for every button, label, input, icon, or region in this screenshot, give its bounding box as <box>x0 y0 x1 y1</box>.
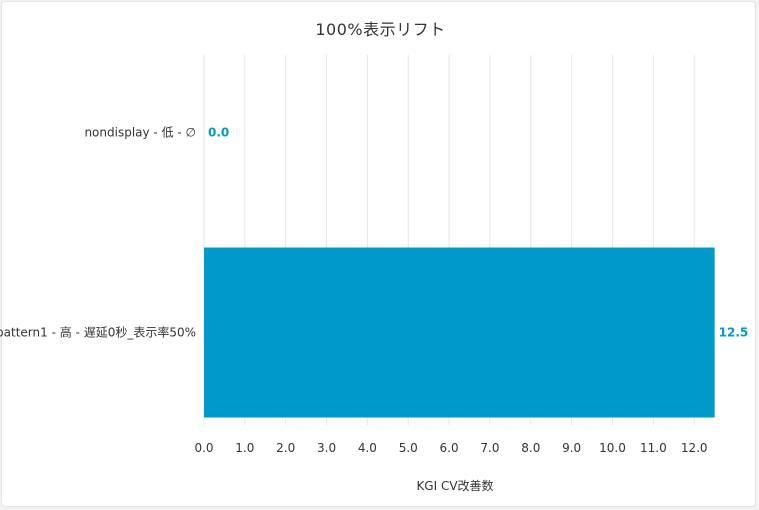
x-tick-label: 5.0 <box>399 441 418 455</box>
y-category-label: nondisplay - 低 - ∅ <box>84 126 196 140</box>
bars <box>204 247 715 418</box>
chart-title: 100%表示リフト <box>315 20 446 39</box>
x-tick-label: 1.0 <box>235 441 254 455</box>
y-category-label: pattern1 - 高 - 遅延0秒_表示率50% <box>0 325 196 340</box>
x-axis-title: KGI CV改善数 <box>416 478 493 493</box>
x-tick-label: 7.0 <box>480 441 499 455</box>
x-tick-label: 2.0 <box>276 441 295 455</box>
bar <box>204 247 715 418</box>
x-tick-label: 4.0 <box>358 441 377 455</box>
x-tick-label: 3.0 <box>317 441 336 455</box>
data-labels: 0.0 12.5 <box>208 126 748 340</box>
x-axis-ticks: 0.0 1.0 2.0 3.0 4.0 5.0 6.0 7.0 8.0 9.0 10.0 11.0 12… <box>194 441 707 455</box>
x-tick-label: 9.0 <box>562 441 581 455</box>
x-tick-label: 0.0 <box>194 441 213 455</box>
x-tick-label: 8.0 <box>521 441 540 455</box>
x-tick-label: 12.0 <box>681 441 708 455</box>
data-label: 12.5 <box>719 326 749 340</box>
x-tick-label: 11.0 <box>640 441 667 455</box>
data-label: 0.0 <box>208 126 229 140</box>
x-tick-label: 6.0 <box>440 441 459 455</box>
y-axis-categories: nondisplay - 低 - ∅ pattern1 - 高 - 遅延0秒_表示… <box>0 126 196 340</box>
x-tick-label: 10.0 <box>599 441 626 455</box>
